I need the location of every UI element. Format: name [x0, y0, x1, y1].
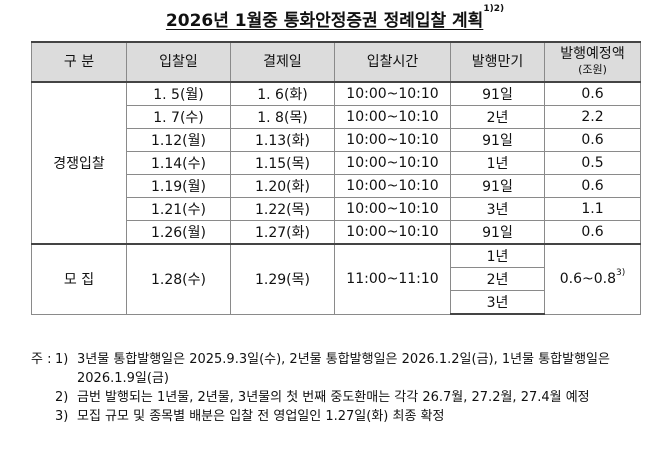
header-amount-unit: (조원) — [578, 63, 607, 76]
offering-auction-date-cell: 1.28(수) — [126, 243, 231, 315]
auction-date-cell: 1.14(수) — [126, 151, 231, 175]
auction-time-cell: 10:00~10:10 — [334, 220, 451, 245]
amount-cell: 0.5 — [544, 151, 641, 175]
maturity-cell: 91일 — [450, 128, 545, 152]
offering-amount-value: 0.6~0.8 — [559, 271, 616, 288]
maturity-cell: 2년 — [450, 105, 545, 129]
table-row: 경쟁입찰 1. 5(월) 1. 6(화) 10:00~10:10 91일 0.6 — [31, 81, 641, 245]
offering-amount-footnote-ref: 3) — [616, 268, 626, 279]
page-title: 2026년 1월중 통화안정증권 정례입찰 계획1)2) — [0, 4, 670, 31]
auction-plan-table: 구 분 입찰일 결제일 입찰시간 발행만기 발행예정액 (조원) 경쟁입찰 1.… — [31, 41, 641, 315]
amount-cell: 0.6 — [544, 220, 641, 245]
auction-date-cell: 1.12(월) — [126, 128, 231, 152]
table-row: 1.14(수) 1.15(목) 10:00~10:10 1년 0.5 — [32, 151, 641, 175]
settlement-date-cell: 1. 6(화) — [230, 81, 335, 106]
amount-cell: 0.6 — [544, 174, 641, 198]
auction-date-cell: 1.26(월) — [126, 220, 231, 245]
offering-auction-time-cell: 11:00~11:10 — [334, 243, 451, 315]
table-row: 1.12(월) 1.13(화) 10:00~10:10 91일 0.6 — [32, 128, 641, 152]
table-row: 1.19(월) 1.20(화) 10:00~10:10 91일 0.6 — [32, 174, 641, 198]
footnote-item: 2) 금번 발행되는 1년물, 2년물, 3년물의 첫 번째 중도환매는 각각 … — [31, 388, 651, 407]
settlement-date-cell: 1.27(화) — [230, 220, 335, 245]
header-auction-date: 입찰일 — [126, 41, 231, 83]
maturity-cell: 91일 — [450, 81, 545, 106]
auction-time-cell: 10:00~10:10 — [334, 81, 451, 106]
title-text: 2026년 1월중 통화안정증권 정례입찰 계획 — [165, 11, 484, 31]
footnote-text: 모집 규모 및 종목별 배분은 입찰 전 영업일인 1.27일(화) 최종 확정 — [77, 409, 445, 424]
header-category: 구 분 — [31, 41, 127, 83]
settlement-date-cell: 1.13(화) — [230, 128, 335, 152]
auction-time-cell: 10:00~10:10 — [334, 151, 451, 175]
table-row: 모 집 1.28(수) 1.29(목) 11:00~11:10 1년 0.6~0… — [31, 243, 641, 315]
footnote-item: 3) 모집 규모 및 종목별 배분은 입찰 전 영업일인 1.27일(화) 최종… — [31, 407, 651, 426]
table-row: 3년 — [32, 290, 641, 315]
competitive-category-label: 경쟁입찰 — [31, 81, 127, 245]
auction-date-cell: 1.21(수) — [126, 197, 231, 221]
maturity-cell: 91일 — [450, 220, 545, 245]
auction-date-cell: 1.19(월) — [126, 174, 231, 198]
title-footnote-ref: 1)2) — [483, 4, 505, 14]
maturity-cell: 1년 — [450, 243, 545, 268]
footnote-item: 주 : 1) 3년물 통합발행일은 2025.9.3일(수), 2년물 통합발행… — [31, 350, 651, 388]
auction-time-cell: 10:00~10:10 — [334, 197, 451, 221]
table-row: 1. 7(수) 1. 8(목) 10:00~10:10 2년 2.2 — [32, 105, 641, 129]
maturity-cell: 1년 — [450, 151, 545, 175]
table-row: 1.26(월) 1.27(화) 10:00~10:10 91일 0.6 — [32, 220, 641, 245]
header-auction-time: 입찰시간 — [334, 41, 451, 83]
offering-amount-cell: 0.6~0.83) — [544, 243, 641, 315]
maturity-cell: 2년 — [450, 267, 545, 291]
footnote-text: 3년물 통합발행일은 2025.9.3일(수), 2년물 통합발행일은 2026… — [77, 352, 610, 386]
amount-cell: 0.6 — [544, 128, 641, 152]
maturity-cell: 3년 — [450, 290, 545, 315]
header-settlement-date: 결제일 — [230, 41, 335, 83]
header-maturity: 발행만기 — [450, 41, 545, 83]
footnote-number: 2) — [55, 390, 69, 405]
auction-time-cell: 10:00~10:10 — [334, 105, 451, 129]
amount-cell: 1.1 — [544, 197, 641, 221]
offering-category-label: 모 집 — [31, 243, 127, 315]
footnotes: 주 : 1) 3년물 통합발행일은 2025.9.3일(수), 2년물 통합발행… — [31, 350, 651, 426]
maturity-cell: 3년 — [450, 197, 545, 221]
settlement-date-cell: 1.22(목) — [230, 197, 335, 221]
table-header-row: 구 분 입찰일 결제일 입찰시간 발행만기 발행예정액 (조원) — [31, 41, 641, 83]
amount-cell: 2.2 — [544, 105, 641, 129]
header-amount-label: 발행예정액 — [560, 46, 625, 62]
footnote-number: 1) — [55, 352, 69, 367]
footnote-lead: 주 : — [31, 352, 52, 367]
auction-date-cell: 1. 5(월) — [126, 81, 231, 106]
maturity-cell: 91일 — [450, 174, 545, 198]
header-amount: 발행예정액 (조원) — [544, 41, 641, 83]
table-row: 1.21(수) 1.22(목) 10:00~10:10 3년 1.1 — [32, 197, 641, 221]
offering-settlement-date-cell: 1.29(목) — [230, 243, 335, 315]
auction-time-cell: 10:00~10:10 — [334, 128, 451, 152]
auction-date-cell: 1. 7(수) — [126, 105, 231, 129]
settlement-date-cell: 1.20(화) — [230, 174, 335, 198]
footnote-number: 3) — [55, 409, 69, 424]
auction-time-cell: 10:00~10:10 — [334, 174, 451, 198]
table-row: 2년 — [32, 267, 641, 291]
settlement-date-cell: 1. 8(목) — [230, 105, 335, 129]
settlement-date-cell: 1.15(목) — [230, 151, 335, 175]
amount-cell: 0.6 — [544, 81, 641, 106]
footnote-text: 금번 발행되는 1년물, 2년물, 3년물의 첫 번째 중도환매는 각각 26.… — [77, 390, 590, 405]
